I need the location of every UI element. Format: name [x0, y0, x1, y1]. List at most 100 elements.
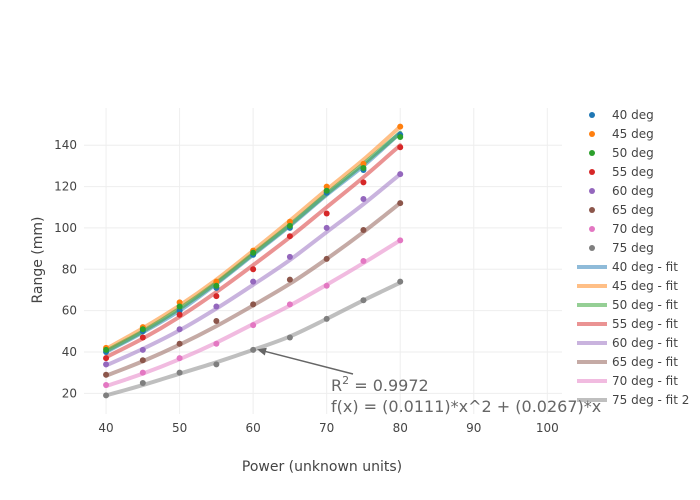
data-point-s4-3 [213, 303, 220, 310]
legend-fit-label-6[interactable]: 70 deg - fit [612, 374, 678, 388]
data-point-s3-2 [176, 311, 183, 318]
data-point-s0-2 [176, 307, 183, 314]
legend-fit-label-3[interactable]: 55 deg - fit [612, 317, 678, 331]
x-tick-label-90: 90 [466, 421, 481, 435]
data-point-s5-2 [176, 340, 183, 347]
data-point-s6-2 [176, 355, 183, 362]
data-point-s1-3 [213, 278, 220, 285]
x-axis-title: Power (unknown units) [242, 459, 402, 475]
data-point-s3-5 [286, 233, 293, 240]
legend-fit-label-5[interactable]: 65 deg - fit [612, 355, 678, 369]
legend-fit-label-4[interactable]: 60 deg - fit [612, 336, 678, 350]
data-point-s4-7 [360, 195, 367, 202]
annotation-r2-base: R [331, 376, 342, 395]
annotation-r2-sup: 2 [342, 374, 349, 387]
data-point-s3-7 [360, 179, 367, 186]
annotation-arrowhead [257, 347, 267, 356]
data-point-s6-6 [323, 282, 330, 289]
legend-marker-7[interactable] [589, 245, 595, 251]
annotation-r2-value: = 0.9972 [349, 376, 429, 395]
data-point-s7-1 [139, 379, 146, 386]
data-point-s2-3 [213, 282, 220, 289]
data-point-s1-6 [323, 183, 330, 190]
data-point-s7-2 [176, 369, 183, 376]
data-point-s5-4 [250, 301, 257, 308]
data-point-s3-6 [323, 210, 330, 217]
data-point-s7-5 [286, 334, 293, 341]
data-point-s7-7 [360, 297, 367, 304]
data-point-s2-0 [103, 346, 110, 353]
data-point-s3-3 [213, 293, 220, 300]
data-point-s7-6 [323, 315, 330, 322]
data-point-s4-4 [250, 278, 257, 285]
data-point-s5-3 [213, 317, 220, 324]
legend-marker-0[interactable] [589, 112, 595, 118]
gridlines [84, 108, 562, 414]
legend-marker-1[interactable] [589, 131, 595, 137]
fit-line-3 [104, 143, 403, 360]
legend-fit-label-1[interactable]: 45 deg - fit [612, 279, 678, 293]
legend[interactable]: 40 deg 45 deg 50 deg 55 deg 60 deg 65 deg 70 d… [577, 108, 689, 407]
data-point-s3-4 [250, 266, 257, 273]
data-point-s3-1 [139, 334, 146, 341]
data-points [103, 123, 404, 399]
data-point-s2-8 [397, 133, 404, 140]
data-point-s2-1 [139, 326, 146, 333]
data-point-s1-8 [397, 123, 404, 130]
data-point-s5-8 [397, 200, 404, 207]
legend-fit-label-7[interactable]: 75 deg - fit 2 [612, 393, 689, 407]
legend-marker-5[interactable] [589, 207, 595, 213]
legend-label-0[interactable]: 40 deg [612, 108, 654, 122]
x-tick-label-40: 40 [98, 421, 113, 435]
data-point-s4-2 [176, 326, 183, 333]
data-point-s3-8 [397, 144, 404, 151]
data-point-s5-1 [139, 357, 146, 364]
legend-fit-label-0[interactable]: 40 deg - fit [612, 260, 678, 274]
data-point-s6-1 [139, 369, 146, 376]
legend-label-5[interactable]: 65 deg [612, 203, 654, 217]
x-tick-label-80: 80 [393, 421, 408, 435]
data-point-s4-5 [286, 253, 293, 260]
legend-marker-2[interactable] [589, 150, 595, 156]
annotation-fit-formula: f(x) = (0.0111)*x^2 + (0.0267)*x [331, 397, 601, 416]
data-point-s1-7 [360, 160, 367, 167]
data-point-s4-0 [103, 361, 110, 368]
data-point-s5-5 [286, 276, 293, 283]
legend-label-6[interactable]: 70 deg [612, 222, 654, 236]
data-point-s7-0 [103, 392, 110, 399]
data-point-s2-2 [176, 303, 183, 310]
data-point-s2-5 [286, 222, 293, 229]
axis-ticks: 40 50 60 70 80 90 100 20 40 60 80 100 120 140 [54, 138, 559, 435]
annotation-arrow [262, 350, 354, 375]
legend-label-4[interactable]: 60 deg [612, 184, 654, 198]
legend-marker-6[interactable] [589, 226, 595, 232]
data-point-s5-6 [323, 255, 330, 262]
y-tick-label-20: 20 [62, 386, 77, 400]
legend-marker-4[interactable] [589, 188, 595, 194]
x-tick-label-70: 70 [319, 421, 334, 435]
legend-label-2[interactable]: 50 deg [612, 146, 654, 160]
legend-label-3[interactable]: 55 deg [612, 165, 654, 179]
data-point-s6-0 [103, 382, 110, 389]
y-tick-label-60: 60 [62, 304, 77, 318]
y-tick-label-140: 140 [54, 138, 77, 152]
y-tick-label-120: 120 [54, 180, 77, 194]
legend-label-1[interactable]: 45 deg [612, 127, 654, 141]
y-tick-label-100: 100 [54, 221, 77, 235]
legend-fit-label-2[interactable]: 50 deg - fit [612, 298, 678, 312]
legend-marker-3[interactable] [589, 169, 595, 175]
legend-label-7[interactable]: 75 deg [612, 241, 654, 255]
data-point-s2-4 [250, 249, 257, 256]
data-point-s4-1 [139, 346, 146, 353]
data-point-s1-5 [286, 218, 293, 225]
data-point-s6-5 [286, 301, 293, 308]
x-tick-label-50: 50 [172, 421, 187, 435]
data-point-s6-7 [360, 258, 367, 264]
data-point-s7-4 [250, 346, 257, 353]
data-point-s6-8 [397, 237, 404, 244]
x-tick-label-60: 60 [245, 421, 260, 435]
data-point-s6-4 [250, 322, 257, 329]
data-point-s3-0 [103, 355, 110, 362]
data-point-s5-7 [360, 226, 367, 233]
fit-annotation: R2 = 0.9972 f(x) = (0.0111)*x^2 + (0.026… [257, 347, 601, 416]
